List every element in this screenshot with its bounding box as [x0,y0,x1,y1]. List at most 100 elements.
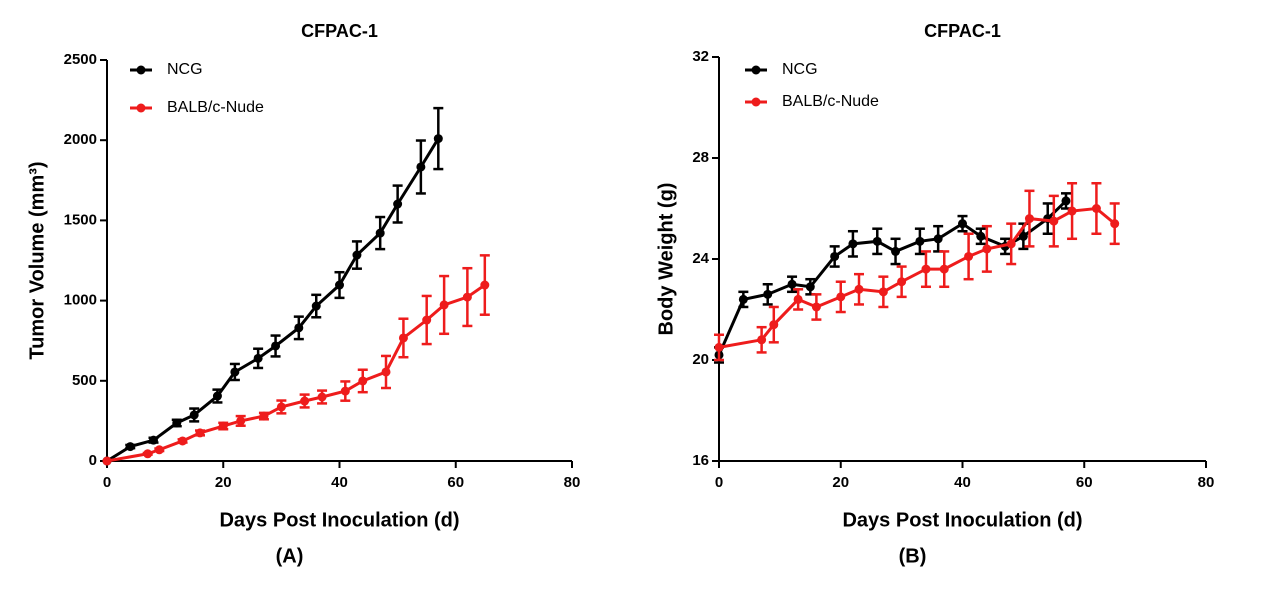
point [976,231,986,241]
y-tick-label: 24 [692,250,709,267]
x-tick-label: 40 [954,474,971,491]
point [982,244,992,254]
point [300,396,310,406]
point [294,323,304,333]
x-axis-label: Days Post Inoculation (d) [842,509,1082,531]
point [878,287,888,297]
panel-caption: (A) [276,545,304,567]
point [738,294,748,304]
series [102,106,444,466]
line [106,283,486,463]
y-axis-label: Body Weight (g) [655,183,677,336]
point [230,367,240,377]
y-tick-label: 2500 [64,51,97,68]
point [102,456,112,466]
y-tick-label: 28 [692,149,709,166]
point [964,251,974,261]
x-axis-label: Days Post Inoculation (d) [219,509,459,531]
point [1091,204,1101,213]
y-tick-label: 16 [692,452,709,469]
point [311,301,321,311]
y-tick-label: 500 [72,372,97,389]
point [172,418,182,428]
point [393,199,403,209]
legend-marker [136,65,146,75]
point [836,292,846,302]
x-tick-label: 0 [103,474,111,491]
point [714,342,724,352]
panel-caption: (B) [899,545,927,567]
point [891,246,901,256]
point [848,239,858,249]
point [375,228,385,238]
y-tick-label: 32 [692,48,709,65]
point [854,284,864,294]
x-tick-label: 20 [215,474,232,491]
point [757,335,767,345]
legend-label: NCG [167,61,203,78]
y-axis-label: Tumor Volume (mm³) [26,161,48,359]
point [915,236,925,246]
x-tick-label: 80 [564,474,581,491]
series [714,192,1071,364]
x-tick-label: 80 [1198,474,1215,491]
point [939,264,949,274]
point [439,300,449,310]
x-tick-label: 20 [832,474,849,491]
legend-marker [751,65,761,75]
chart-title: CFPAC-1 [301,21,378,41]
point [1018,231,1028,241]
point [253,353,263,363]
legend-marker [751,97,761,107]
legend-label: BALB/c-Nude [782,93,879,110]
point [787,279,797,289]
point [480,280,490,290]
y-tick-label: 2000 [64,131,97,148]
y-tick-label: 1000 [64,292,97,309]
point [259,411,269,421]
x-tick-label: 40 [331,474,348,491]
point [195,428,205,438]
point [358,376,368,386]
point [433,134,443,144]
point [1006,239,1016,249]
point [1049,216,1059,226]
point [212,391,222,401]
point [422,315,432,325]
series [714,182,1120,362]
point [149,435,158,445]
point [1061,196,1071,206]
point [143,449,153,459]
y-tick-label: 0 [89,452,97,469]
point [830,251,840,261]
point [811,302,821,312]
point [178,436,188,446]
series [102,254,490,466]
point [921,264,931,274]
point [276,402,286,412]
point [352,250,362,260]
chart-title: CFPAC-1 [924,21,1001,41]
point [416,162,426,172]
point [218,421,228,431]
point [958,219,967,229]
point [793,294,803,304]
point [236,416,246,426]
legend-label: NCG [782,61,818,78]
x-tick-label: 60 [447,474,464,491]
point [189,410,199,420]
legend-label: BALB/c-Nude [167,99,264,116]
point [763,289,773,299]
legend-marker [136,103,146,113]
point [381,367,391,377]
x-tick-label: 60 [1076,474,1093,491]
y-tick-label: 20 [692,351,709,368]
point [1067,206,1077,216]
point [462,292,472,302]
point [805,282,815,292]
point [1110,219,1120,229]
point [154,445,164,455]
point [897,277,907,287]
point [125,442,135,452]
